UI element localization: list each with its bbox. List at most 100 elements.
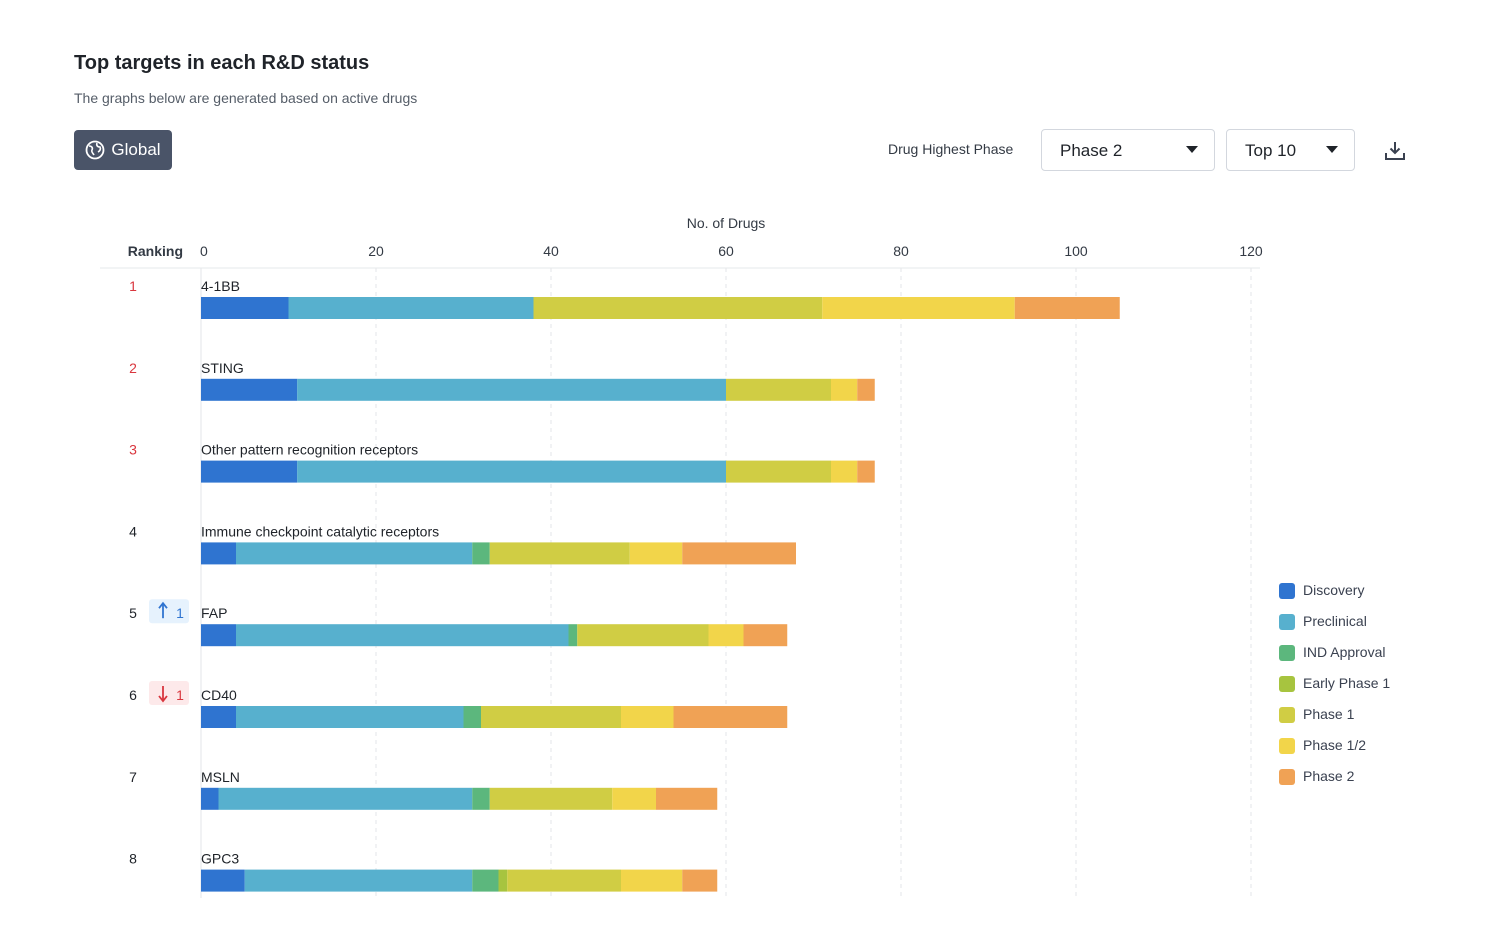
global-scope-label: Global	[111, 140, 161, 159]
bar-segment-phase-2	[857, 378, 875, 401]
bar-segment-phase-1-2	[621, 706, 674, 728]
download-icon[interactable]	[1382, 138, 1408, 164]
bar-segment-preclinical	[297, 378, 726, 401]
bar-segment-phase-1-2	[831, 460, 858, 483]
bar-segment-phase-1-2	[629, 542, 683, 565]
legend-item[interactable]: Phase 1	[1279, 706, 1390, 737]
bar-segment-phase-2	[682, 542, 796, 565]
legend-label: Early Phase 1	[1303, 675, 1391, 691]
legend-item[interactable]: Discovery	[1279, 582, 1390, 613]
bar-segment-preclinical	[288, 297, 534, 319]
bar-segment-discovery	[201, 787, 219, 810]
x-tick-label: 60	[718, 243, 734, 259]
legend-swatch	[1279, 645, 1295, 661]
bar-segment-discovery	[201, 706, 236, 728]
bar-segment-phase-1-2	[621, 869, 683, 892]
page-title: Top targets in each R&D status	[74, 52, 370, 74]
bar-segment-early-phase-1	[498, 869, 508, 892]
legend-swatch	[1279, 583, 1295, 599]
bar-segment-preclinical	[236, 542, 473, 565]
bar-segment-phase-1	[489, 787, 613, 810]
arrow-up-icon	[158, 601, 168, 609]
bar-segment-phase-2	[682, 869, 718, 892]
legend-swatch	[1279, 738, 1295, 754]
bar-segment-phase-1	[489, 542, 630, 565]
rank-number: 2	[129, 360, 137, 376]
legend-swatch	[1279, 676, 1295, 692]
top-n-select[interactable]: Top 10	[1226, 129, 1355, 171]
bar-segment-ind-approval	[568, 624, 578, 647]
x-tick-label: 0	[200, 243, 208, 259]
bar-segment-phase-1-2	[708, 624, 744, 647]
global-scope-button[interactable]: Global	[74, 130, 172, 170]
bar-segment-phase-1-2	[822, 297, 1015, 319]
bar-segment-discovery	[201, 542, 236, 565]
rank-number: 4	[129, 523, 137, 539]
legend-label: IND Approval	[1303, 644, 1386, 660]
bar-segment-preclinical	[297, 460, 726, 483]
arrow-down-icon	[158, 695, 168, 703]
rank-number: 1	[129, 278, 137, 294]
x-tick-label: 40	[543, 243, 559, 259]
bar-segment-phase-2	[857, 460, 875, 483]
category-label: MSLN	[201, 769, 240, 785]
bar-segment-phase-2	[656, 787, 718, 810]
chevron-down-icon	[1186, 146, 1198, 153]
bar-segment-ind-approval	[463, 706, 481, 728]
phase-select-value: Phase 2	[1060, 141, 1123, 160]
bar-segment-phase-2	[673, 706, 788, 728]
rank-number: 6	[129, 687, 137, 703]
legend-item[interactable]: Preclinical	[1279, 613, 1390, 644]
x-tick-label: 120	[1239, 243, 1263, 259]
rank-number: 7	[129, 769, 137, 785]
category-label: Immune checkpoint catalytic receptors	[201, 523, 439, 539]
legend-swatch	[1279, 614, 1295, 630]
bar-segment-phase-1	[507, 869, 621, 892]
category-label: GPC3	[201, 851, 239, 867]
bar-segment-preclinical	[236, 624, 569, 647]
bar-segment-phase-2	[1014, 297, 1120, 319]
bar-segment-discovery	[201, 624, 236, 647]
bar-segment-discovery	[201, 378, 298, 401]
phase-filter-label: Drug Highest Phase	[888, 141, 1014, 157]
legend-item[interactable]: IND Approval	[1279, 644, 1390, 675]
rank-number: 5	[129, 605, 137, 621]
bar-segment-ind-approval	[472, 787, 490, 810]
bar-segment-phase-1	[577, 624, 709, 647]
bar-segment-phase-2	[743, 624, 788, 647]
chevron-down-icon	[1326, 146, 1338, 153]
bar-segment-phase-1-2	[612, 787, 656, 810]
x-tick-label: 100	[1064, 243, 1088, 259]
bar-segment-phase-1-2	[831, 378, 858, 401]
page-subtitle: The graphs below are generated based on …	[74, 90, 418, 106]
bar-segment-ind-approval	[472, 869, 499, 892]
bar-segment-discovery	[201, 297, 289, 319]
bar-segment-preclinical	[218, 787, 473, 810]
ranking-header: Ranking	[128, 243, 183, 259]
phase-select[interactable]: Phase 2	[1041, 129, 1215, 171]
rank-change-value: 1	[176, 605, 184, 621]
legend-label: Phase 1/2	[1303, 737, 1367, 753]
legend-item[interactable]: Early Phase 1	[1279, 675, 1390, 706]
rank-up-badge	[149, 599, 189, 624]
category-label: STING	[201, 360, 244, 376]
rank-number: 3	[129, 442, 137, 458]
bar-segment-phase-1	[533, 297, 823, 319]
legend-label: Preclinical	[1303, 613, 1367, 629]
bar-segment-discovery	[201, 869, 245, 892]
legend-item[interactable]: Phase 2	[1279, 768, 1390, 799]
legend-label: Phase 1	[1303, 706, 1355, 722]
bar-segment-ind-approval	[472, 542, 490, 565]
chart-legend: Discovery Preclinical IND Approval Early Ph…	[1279, 582, 1390, 799]
category-label: CD40	[201, 687, 237, 703]
rank-number: 8	[129, 851, 137, 867]
bar-segment-phase-1	[481, 706, 621, 728]
category-label: Other pattern recognition receptors	[201, 442, 418, 458]
legend-item[interactable]: Phase 1/2	[1279, 737, 1390, 768]
category-label: 4-1BB	[201, 278, 240, 294]
rank-down-badge	[149, 681, 189, 705]
bar-segment-preclinical	[236, 706, 464, 728]
bar-segment-discovery	[201, 460, 298, 483]
legend-swatch	[1279, 707, 1295, 723]
